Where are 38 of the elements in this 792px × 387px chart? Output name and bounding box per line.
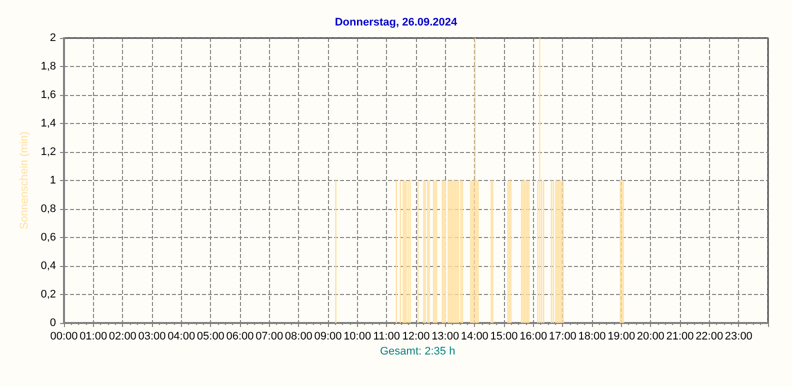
x-tick-label: 06:00 bbox=[226, 330, 254, 342]
x-tick-label: 14:00 bbox=[460, 330, 488, 342]
x-tick-label: 10:00 bbox=[344, 330, 372, 342]
y-tick-label: 0,8 bbox=[40, 203, 56, 215]
x-tick-label: 09:00 bbox=[314, 330, 342, 342]
chart-title: Donnerstag, 26.09.2024 bbox=[334, 16, 458, 28]
x-tick-label: 20:00 bbox=[636, 330, 664, 342]
x-tick-label: 01:00 bbox=[80, 330, 108, 342]
x-tick-label: 02:00 bbox=[108, 330, 136, 342]
x-tick-label: 08:00 bbox=[284, 330, 312, 342]
y-tick-label: 0 bbox=[50, 317, 56, 329]
x-tick-label: 17:00 bbox=[548, 330, 576, 342]
x-tick-label: 03:00 bbox=[138, 330, 166, 342]
x-tick-label: 13:00 bbox=[432, 330, 460, 342]
x-tick-label: 15:00 bbox=[490, 330, 518, 342]
text: Gesamt: 2:35 h bbox=[380, 346, 456, 358]
x-tick-label: 18:00 bbox=[578, 330, 606, 342]
x-tick-label: 07:00 bbox=[256, 330, 284, 342]
x-tick-label: 22:00 bbox=[696, 330, 724, 342]
x-tick-label: 19:00 bbox=[608, 330, 636, 342]
x-tick-label: 23:00 bbox=[724, 330, 752, 342]
y-axis-title: Sonnenschein (min) bbox=[18, 132, 30, 230]
x-tick-label: 21:00 bbox=[666, 330, 694, 342]
y-tick-label: 1,8 bbox=[40, 60, 56, 72]
y-tick-label: 1,2 bbox=[40, 146, 56, 158]
y-tick-label: 2 bbox=[50, 32, 56, 44]
x-tick-label: 16:00 bbox=[520, 330, 548, 342]
y-tick-label: 1,6 bbox=[40, 89, 56, 101]
x-tick-label: 05:00 bbox=[196, 330, 224, 342]
x-tick-label: 11:00 bbox=[373, 330, 400, 342]
y-tick-label: 0,6 bbox=[40, 232, 56, 244]
x-tick-label: 00:00 bbox=[50, 330, 78, 342]
y-tick-label: 1,4 bbox=[40, 118, 56, 130]
y-tick-label: 0,2 bbox=[40, 288, 56, 300]
x-tick-label: 04:00 bbox=[168, 330, 196, 342]
y-tick-label: 0,4 bbox=[40, 260, 56, 272]
x-tick-label: 12:00 bbox=[402, 330, 430, 342]
y-tick-label: 1 bbox=[50, 174, 56, 186]
